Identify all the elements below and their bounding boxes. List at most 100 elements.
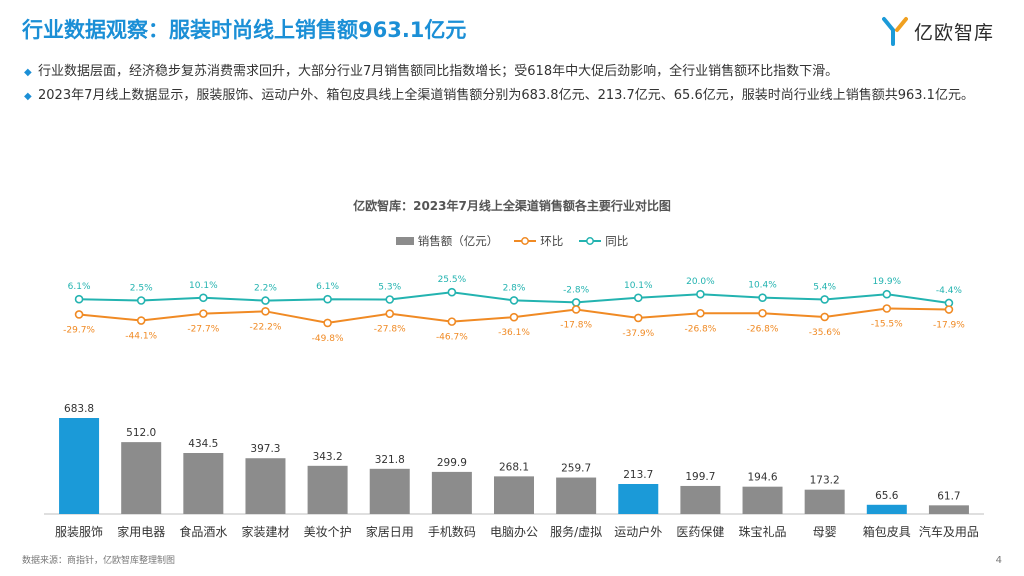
mom-value-label: -37.9% [622, 329, 654, 339]
legend-label-mom: 环比 [540, 234, 564, 248]
mom-value-label: -44.1% [125, 332, 157, 342]
category-tick-label: 珠宝礼品 [739, 524, 787, 539]
category-tick-label: 家居日用 [366, 524, 414, 539]
bar-6 [431, 471, 472, 514]
yoy-point-4 [323, 294, 332, 304]
category-tick-label: 运动户外 [614, 524, 662, 539]
bar-value-label: 194.6 [748, 472, 778, 484]
page-title: 行业数据观察：服装时尚线上销售额963.1亿元 [22, 18, 467, 42]
bar-13 [866, 504, 907, 514]
mom-value-label: -49.8% [312, 334, 344, 344]
yoy-value-label: 10.1% [189, 281, 218, 291]
chart-title: 亿欧智库：2023年7月线上全渠道销售额各主要行业对比图 [353, 199, 671, 213]
mom-point-0 [74, 310, 84, 319]
mom-value-label: -26.8% [684, 324, 716, 334]
mom-point-3 [261, 307, 270, 316]
legend-swatch-yoy [579, 237, 602, 245]
category-tick-label: 医药保健 [676, 525, 724, 539]
mom-value-label: -46.7% [436, 333, 468, 343]
yoy-value-label: 10.4% [748, 281, 777, 291]
bullet-text: 行业数据层面，经济稳步复苏消费需求回升，大部分行业7月销售额同比指数增长；受61… [38, 64, 839, 79]
yoy-value-label: 5.4% [813, 282, 836, 292]
bar-14 [928, 505, 969, 514]
yoy-value-label: 10.1% [624, 281, 653, 291]
mom-point-5 [385, 309, 395, 318]
mom-point-4 [323, 318, 332, 328]
mom-point-10 [696, 308, 705, 318]
category-tick-label: 服务/虚拟 [550, 524, 602, 539]
yoy-point-5 [385, 295, 395, 304]
mom-point-7 [509, 312, 519, 322]
bar-12 [804, 489, 845, 514]
mom-point-11 [758, 308, 767, 318]
yoy-point-11 [758, 293, 767, 302]
legend-item-mom: 环比 [514, 233, 563, 249]
bar-value-label: 321.8 [375, 454, 405, 466]
bullet-item: ◆ 2023年7月线上数据显示，服装服饰、运动户外、箱包皮具线上全渠道销售额分别… [24, 86, 999, 106]
yoy-point-3 [261, 296, 270, 305]
category-tick-label: 家装建材 [241, 524, 289, 539]
page-number: 4 [995, 555, 1002, 566]
bar-0 [59, 418, 100, 514]
category-tick-label: 手机数码 [428, 524, 476, 539]
yoy-value-label: 19.9% [873, 277, 902, 287]
bar-9 [618, 483, 659, 514]
yoy-value-label: 20.0% [686, 277, 715, 287]
bar-value-label: 268.1 [499, 461, 529, 473]
mom-value-label: -15.5% [871, 320, 903, 330]
bar-value-label: 397.3 [250, 443, 280, 455]
yoy-value-label: 6.1% [316, 282, 339, 292]
mom-point-13 [882, 304, 892, 313]
yoy-point-6 [447, 287, 457, 297]
legend-swatch-mom [514, 237, 537, 245]
mom-value-label: -22.2% [250, 322, 282, 332]
bar-2 [183, 452, 224, 514]
data-source: 数据来源：商指针，亿欧智库整理制图 [22, 556, 176, 566]
yoy-point-13 [882, 289, 892, 299]
bar-value-label: 259.7 [561, 463, 591, 475]
mom-value-label: -29.7% [63, 325, 95, 335]
legend-item-sales: 销售额（亿元） [395, 233, 498, 249]
category-tick-label: 箱包皮具 [863, 524, 911, 539]
mom-value-label: -36.1% [498, 328, 530, 338]
legend-label-yoy: 同比 [605, 234, 629, 248]
legend-swatch-sales [395, 237, 414, 245]
mom-point-14 [944, 305, 954, 314]
diamond-icon: ◆ [24, 91, 32, 102]
mom-value-label: -26.8% [747, 324, 779, 334]
yoy-point-2 [199, 293, 208, 303]
category-tick-label: 服装服饰 [55, 525, 103, 539]
yoy-point-10 [696, 289, 705, 299]
bullet-item: ◆ 行业数据层面，经济稳步复苏消费需求回升，大部分行业7月销售额同比指数增长；受… [24, 62, 999, 82]
bar-value-label: 199.7 [685, 471, 715, 483]
bar-value-label: 213.7 [623, 469, 653, 481]
logo-icon [881, 17, 908, 46]
yoy-point-12 [820, 295, 829, 304]
bar-3 [245, 458, 286, 514]
category-tick-label: 母婴 [813, 525, 837, 539]
bar-5 [369, 468, 410, 514]
mom-point-2 [199, 309, 208, 318]
category-tick-label: 电脑办公 [490, 524, 538, 539]
yoy-value-label: 2.5% [130, 284, 153, 294]
bar-value-label: 299.9 [437, 457, 467, 469]
bar-value-label: 343.2 [313, 451, 343, 463]
yoy-point-9 [633, 293, 643, 303]
brand-logo: 亿欧智库 [881, 16, 994, 46]
yoy-value-label: 5.3% [378, 282, 401, 292]
category-tick-label: 食品酒水 [179, 524, 227, 539]
yoy-value-label: 25.5% [438, 275, 467, 285]
bar-8 [556, 477, 597, 514]
bar-11 [742, 486, 783, 514]
logo-text: 亿欧智库 [913, 21, 994, 44]
diamond-icon: ◆ [24, 67, 32, 78]
yoy-point-8 [571, 298, 581, 307]
mom-value-label: -27.8% [374, 325, 406, 335]
mom-point-12 [820, 312, 829, 322]
yoy-point-1 [136, 296, 146, 305]
bar-value-label: 173.2 [810, 475, 840, 487]
summary-bullets: ◆ 行业数据层面，经济稳步复苏消费需求回升，大部分行业7月销售额同比指数增长；受… [24, 62, 999, 110]
category-tick-label: 美妆个护 [304, 525, 352, 539]
bullet-text: 2023年7月线上数据显示，服装服饰、运动户外、箱包皮具线上全渠道销售额分别为6… [38, 88, 974, 103]
